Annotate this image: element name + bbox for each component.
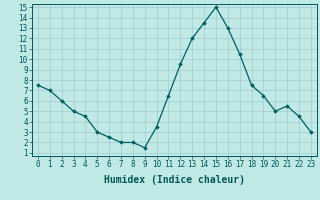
X-axis label: Humidex (Indice chaleur): Humidex (Indice chaleur) [104, 175, 245, 185]
